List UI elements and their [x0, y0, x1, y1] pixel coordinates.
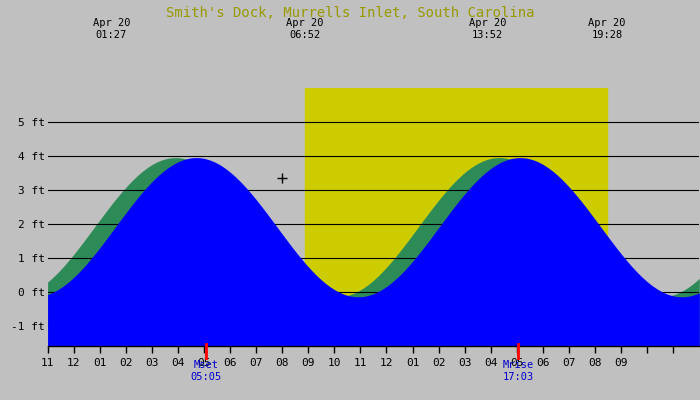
Text: Apr 20
06:52: Apr 20 06:52	[286, 18, 323, 40]
Text: Apr 20
01:27: Apr 20 01:27	[92, 18, 130, 40]
Bar	[304, 88, 607, 346]
Text: Apr 20
19:28: Apr 20 19:28	[589, 18, 626, 40]
Text: Apr 20
13:52: Apr 20 13:52	[468, 18, 506, 40]
Text: Mrise
17:03: Mrise 17:03	[503, 360, 534, 382]
Text: Mset
05:05: Mset 05:05	[190, 360, 222, 382]
Text: Smith's Dock, Murrells Inlet, South Carolina: Smith's Dock, Murrells Inlet, South Caro…	[166, 6, 534, 20]
